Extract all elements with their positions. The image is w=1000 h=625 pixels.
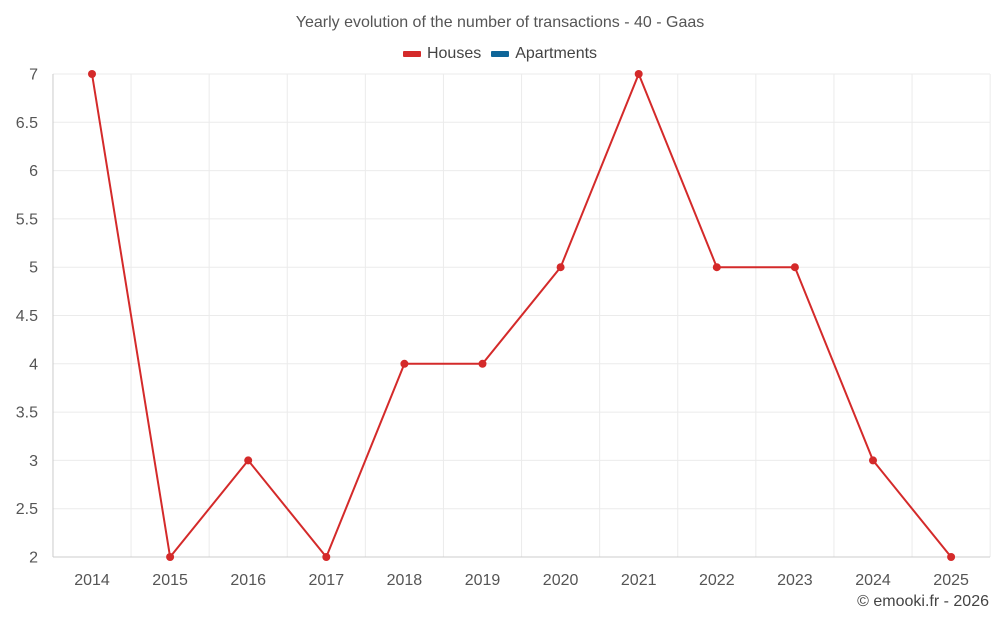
data-point-houses[interactable] xyxy=(322,553,331,561)
legend-swatch-apartments xyxy=(491,51,510,57)
y-tick-label: 4.5 xyxy=(16,308,38,325)
x-tick-label: 2014 xyxy=(74,572,110,589)
credit-text: © emooki.fr - 2026 xyxy=(857,593,989,610)
y-tick-label: 4 xyxy=(29,356,38,373)
y-tick-label: 2 xyxy=(29,550,38,567)
y-tick-label: 3 xyxy=(29,453,38,470)
y-tick-label: 6.5 xyxy=(16,115,38,132)
series-layer xyxy=(88,70,956,561)
data-point-houses[interactable] xyxy=(478,359,487,368)
legend: Houses Apartments xyxy=(0,45,1000,63)
data-point-houses[interactable] xyxy=(790,263,799,272)
axes xyxy=(52,74,990,558)
data-point-houses[interactable] xyxy=(869,456,877,465)
legend-item-apartments[interactable]: Apartments xyxy=(491,45,597,63)
legend-item-houses[interactable]: Houses xyxy=(402,45,482,63)
x-tick-label: 2017 xyxy=(309,572,345,589)
y-tick-label: 5.5 xyxy=(16,211,38,228)
x-tick-label: 2020 xyxy=(543,572,579,589)
x-tick-label: 2019 xyxy=(465,572,501,589)
x-tick-label: 2021 xyxy=(621,572,657,589)
y-tick-label: 7 xyxy=(29,67,38,84)
data-point-houses[interactable] xyxy=(244,456,253,465)
data-point-houses[interactable] xyxy=(400,359,409,368)
series-line-houses xyxy=(91,73,952,558)
data-point-houses[interactable] xyxy=(556,263,565,272)
x-tick-label: 2016 xyxy=(230,572,266,589)
data-point-houses[interactable] xyxy=(634,70,643,78)
legend-swatch-houses xyxy=(402,51,421,57)
y-tick-label: 3.5 xyxy=(16,405,38,422)
x-tick-label: 2015 xyxy=(152,572,188,589)
x-tick-label: 2018 xyxy=(387,572,423,589)
x-tick-label: 2023 xyxy=(777,572,813,589)
x-tick-label: 2022 xyxy=(699,572,735,589)
data-point-houses[interactable] xyxy=(712,263,721,272)
legend-label-houses: Houses xyxy=(426,45,482,62)
y-tick-label: 6 xyxy=(29,163,38,180)
y-tick-label: 5 xyxy=(29,260,38,277)
data-point-houses[interactable] xyxy=(166,553,175,561)
legend-label-apartments: Apartments xyxy=(515,45,598,62)
chart-title: Yearly evolution of the number of transa… xyxy=(295,14,705,31)
tick-labels: 2 2.5 3 3.5 4 4.5 5 5.5 6 6.5 7 2014 2015 2016 2017 201… xyxy=(16,67,969,590)
x-tick-label: 2025 xyxy=(933,572,969,589)
x-tick-label: 2024 xyxy=(855,572,891,589)
y-tick-label: 2.5 xyxy=(16,501,38,518)
data-point-houses[interactable] xyxy=(947,553,956,561)
data-point-houses[interactable] xyxy=(88,70,96,78)
